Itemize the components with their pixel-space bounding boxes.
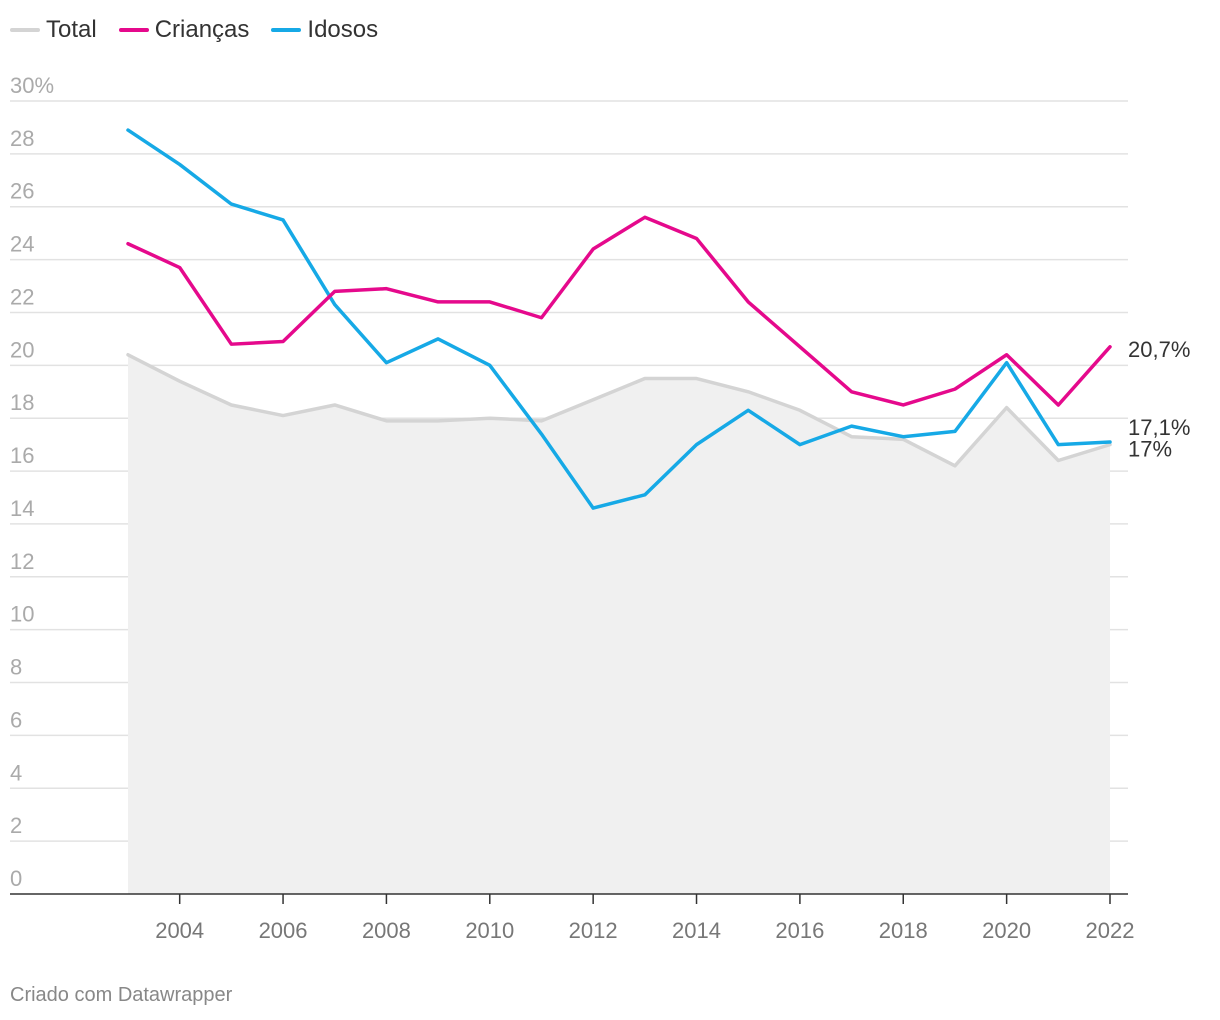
legend-item-criancas: Crianças — [118, 16, 250, 44]
x-axis — [10, 893, 1128, 904]
chart-credit: Criado com Datawrapper — [10, 984, 233, 1006]
y-tick-label: 6 — [10, 707, 22, 732]
x-tick-label: 2008 — [362, 918, 411, 943]
legend-label-idosos: Idosos — [307, 16, 379, 43]
y-tick-label: 26 — [10, 179, 34, 204]
area-layer — [128, 354, 1110, 894]
legend-item-idosos: Idosos — [271, 16, 378, 44]
x-tick-label: 2018 — [879, 918, 928, 943]
y-tick-label: 10 — [10, 602, 34, 627]
legend-swatch-criancas — [118, 28, 149, 32]
x-tick-label: 2004 — [155, 918, 204, 943]
end-label-criancas: 20,7% — [1128, 337, 1190, 362]
series-line-criancas — [126, 215, 1112, 407]
x-tick-label: 2020 — [982, 918, 1031, 943]
y-tick-label: 8 — [10, 655, 22, 680]
area-total — [128, 354, 1110, 894]
y-tick-label: 30% — [10, 73, 54, 98]
x-tick-label: 2012 — [569, 918, 618, 943]
x-tick-label: 2022 — [1086, 918, 1135, 943]
legend-swatch-total — [10, 28, 40, 32]
y-tick-label: 24 — [10, 232, 34, 257]
y-tick-label: 28 — [10, 126, 34, 151]
x-tick-label: 2016 — [775, 918, 824, 943]
series-line-total — [126, 353, 1112, 468]
x-tick-label: 2006 — [259, 918, 308, 943]
legend-label-criancas: Crianças — [154, 16, 250, 43]
y-tick-label: 0 — [10, 866, 22, 891]
series-line-idosos — [126, 128, 1112, 510]
legend-swatch-idosos — [271, 28, 302, 32]
series-lines — [126, 128, 1112, 510]
y-tick-label: 14 — [10, 496, 34, 521]
y-tick-label: 12 — [10, 549, 34, 574]
y-tick-label: 2 — [10, 813, 22, 838]
legend-label-total: Total — [46, 16, 97, 43]
x-tick-label: 2014 — [672, 918, 721, 943]
y-tick-label: 18 — [10, 390, 34, 415]
y-tick-label: 16 — [10, 443, 34, 468]
x-tick-label: 2010 — [465, 918, 514, 943]
y-tick-label: 20 — [10, 337, 34, 362]
end-label-idosos: 17,1% — [1128, 415, 1190, 440]
y-tick-label: 4 — [10, 760, 22, 785]
legend-item-total: Total — [10, 16, 97, 44]
y-tick-label: 22 — [10, 284, 34, 309]
chart-legend: Total Crianças Idosos — [10, 14, 378, 46]
end-label-total: 17% — [1128, 437, 1172, 462]
